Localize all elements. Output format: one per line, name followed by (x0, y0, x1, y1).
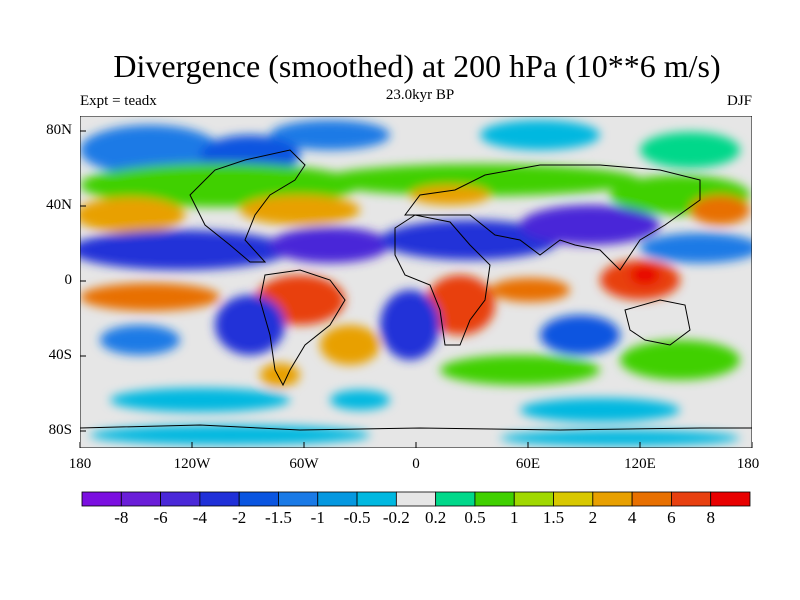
lon-label-180w: 180 (68, 456, 92, 472)
colorbar-swatch (317, 491, 358, 507)
season-label: DJF (726, 93, 752, 109)
lat-label-80n: 80N (46, 122, 72, 138)
colorbar-swatch (278, 491, 319, 507)
colorbar-swatch (631, 491, 672, 507)
time-label: 23.0kyr BP (385, 87, 455, 103)
colorbar-swatch (474, 491, 515, 507)
lat-label-80s: 80S (48, 422, 72, 438)
colorbar-swatch (120, 491, 161, 507)
colorbar-swatch (199, 491, 240, 507)
colorbar-label: 2 (588, 508, 598, 527)
colorbar-swatch (81, 491, 122, 507)
colorbar (81, 491, 751, 507)
experiment-label: Expt = teadx (80, 93, 157, 109)
colorbar-label: 0.5 (464, 508, 486, 527)
colorbar-swatch (160, 491, 201, 507)
lat-label-40n: 40N (46, 197, 72, 213)
colorbar-label: -4 (192, 508, 207, 527)
divergence-field (80, 116, 752, 448)
colorbar-label: -1.5 (265, 508, 292, 527)
lon-label-120e: 120E (624, 456, 656, 472)
colorbar-label: 4 (627, 508, 637, 527)
colorbar-swatch (513, 491, 554, 507)
colorbar-swatch (671, 491, 712, 507)
lat-label-40s: 40S (48, 347, 72, 363)
colorbar-label: 1.5 (542, 508, 565, 527)
colorbar-label: -1 (310, 508, 325, 527)
lon-label-0: 0 (412, 456, 420, 472)
colorbar-label: 8 (706, 508, 715, 527)
lon-label-60w: 60W (289, 456, 319, 472)
lat-label-0: 0 (64, 272, 73, 288)
colorbar-label: -0.2 (382, 508, 410, 527)
colorbar-swatch (592, 491, 633, 507)
colorbar-swatch (356, 491, 397, 507)
colorbar-label: 1 (509, 508, 519, 527)
colorbar-label: -8 (114, 508, 129, 527)
colorbar-swatch (238, 491, 279, 507)
axis-ticks (79, 130, 753, 448)
colorbar-label: 6 (667, 508, 676, 527)
colorbar-swatch (435, 491, 476, 507)
coastlines (80, 149, 752, 431)
colorbar-swatch (553, 491, 594, 507)
colorbar-label: -0.5 (343, 508, 371, 527)
lon-label-120w: 120W (173, 456, 211, 472)
colorbar-label: 0.2 (425, 508, 447, 527)
plot-title: Divergence (smoothed) at 200 hPa (10**6 … (113, 48, 721, 84)
lon-label-60e: 60E (515, 456, 541, 472)
colorbar-swatch (710, 491, 751, 507)
colorbar-label: -6 (153, 508, 168, 527)
colorbar-label: -2 (232, 508, 247, 527)
lon-label-180e: 180 (736, 456, 760, 472)
colorbar-swatch (395, 491, 437, 507)
